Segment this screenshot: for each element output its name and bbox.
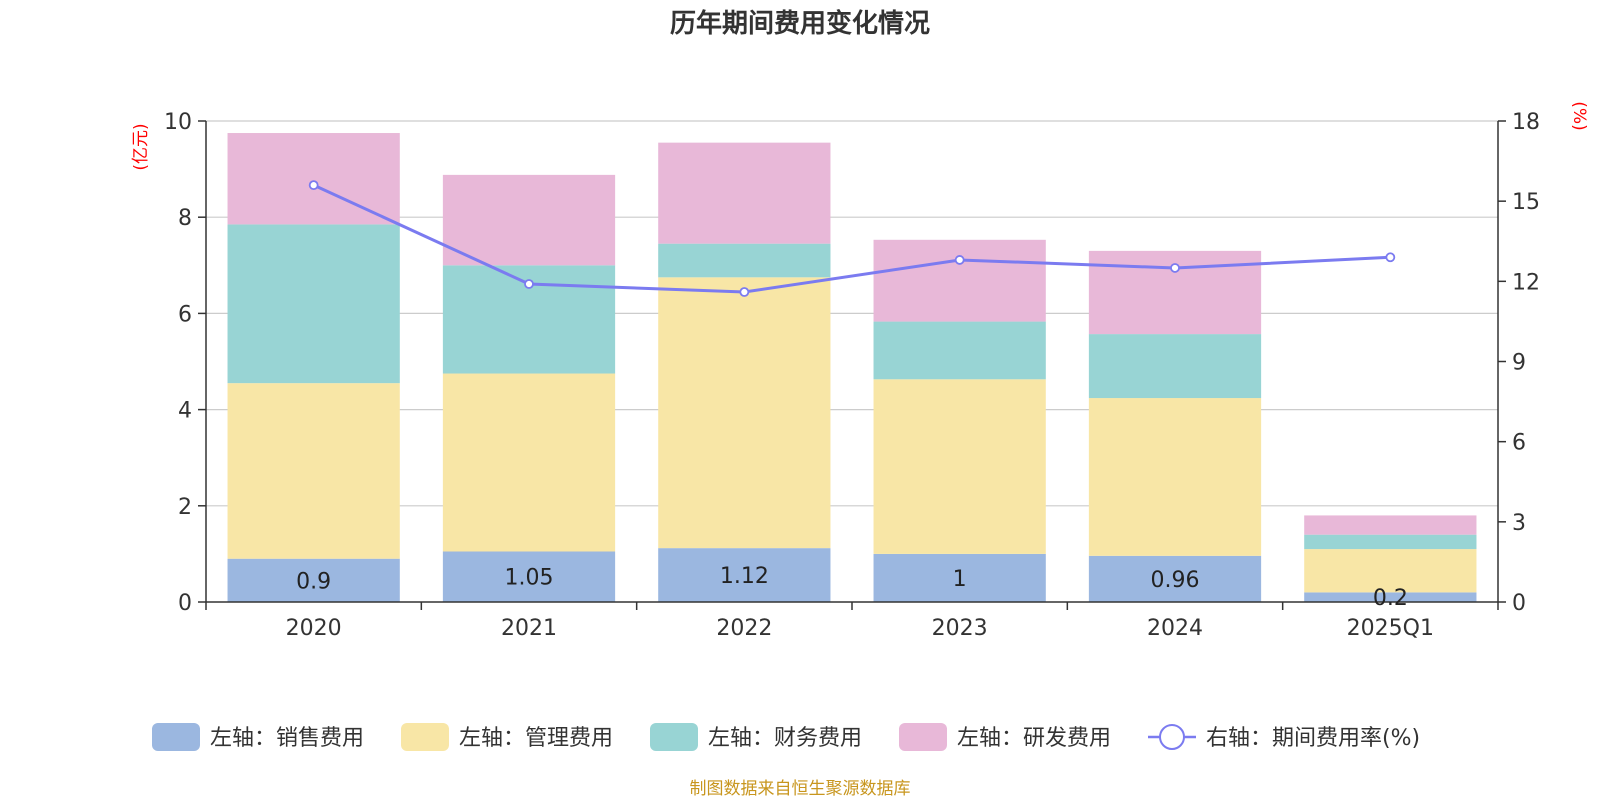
legend-swatch	[152, 723, 200, 751]
bar-segment	[873, 239, 1046, 322]
legend-label: 左轴：研发费用	[957, 726, 1111, 751]
legend-label: 左轴：管理费用	[459, 726, 613, 751]
bar-segment	[658, 142, 831, 244]
bar-data-label: 1	[953, 567, 967, 592]
left-axis-tick-label: 8	[178, 206, 192, 231]
rate-line	[308, 180, 1396, 297]
legend-label: 右轴：期间费用率(%)	[1206, 726, 1420, 751]
bar-segment	[1304, 534, 1477, 550]
bar-segment	[442, 551, 616, 602]
rate-line-path	[313, 183, 1391, 294]
axes: 0 2 4 6 8 10 0 3 6 9 12 15 18 2020 2021 2022 2023 2024 202…	[164, 110, 1540, 641]
rate-line-point	[954, 255, 965, 265]
x-axis-tick-label: 2021	[501, 616, 557, 641]
bar-segment	[873, 553, 1046, 602]
data-labels: 0.9 1.05 1.12 1 0.96 0.2	[296, 564, 1408, 611]
bar-segment	[1304, 549, 1477, 593]
right-axis-tick-label: 9	[1512, 351, 1526, 376]
right-axis-unit: (%)	[1569, 101, 1589, 130]
legend: 左轴：销售费用 左轴：管理费用 左轴：财务费用 左轴：研发费用 右轴：期间费用率(%)	[152, 723, 1420, 751]
legend-swatch	[401, 723, 449, 751]
right-axis-tick-label: 15	[1512, 190, 1540, 215]
bar-data-label: 0.2	[1373, 586, 1408, 611]
right-axis-tick-label: 12	[1512, 270, 1540, 295]
bar-segment	[873, 321, 1046, 380]
x-axis-tick-label: 2023	[932, 616, 988, 641]
left-axis-tick-label: 10	[164, 110, 192, 135]
bar-segment	[1088, 555, 1262, 602]
bar-data-label: 1.05	[505, 566, 554, 591]
right-axis-tick-label: 3	[1512, 511, 1526, 536]
legend-label: 左轴：销售费用	[210, 726, 364, 751]
x-axis-tick-label: 2024	[1147, 616, 1203, 641]
bar-segment	[658, 548, 831, 602]
bar-segment	[227, 133, 400, 225]
legend-item: 左轴：财务费用	[650, 723, 862, 751]
chart-title: 历年期间费用变化情况	[670, 8, 930, 39]
bar-segment	[873, 379, 1046, 554]
legend-item: 左轴：研发费用	[899, 723, 1111, 751]
left-axis-tick-label: 6	[178, 302, 192, 327]
bar-segment	[1304, 515, 1477, 535]
legend-item: 左轴：销售费用	[152, 723, 364, 751]
x-axis-tick-label: 2020	[286, 616, 342, 641]
bar-segment	[658, 277, 831, 549]
bar-data-label: 0.9	[296, 569, 331, 594]
bars	[227, 133, 1477, 602]
rate-line-point	[1170, 263, 1180, 273]
left-axis-tick-label: 4	[178, 399, 192, 424]
rate-line-point	[739, 287, 750, 297]
bar-segment	[227, 383, 400, 559]
legend-label: 左轴：财务费用	[708, 726, 862, 751]
legend-item: 左轴：管理费用	[401, 723, 613, 751]
left-axis-tick-label: 2	[178, 495, 192, 520]
x-axis-tick-label: 2025Q1	[1347, 616, 1434, 641]
bar-segment	[658, 243, 831, 278]
bar-segment	[1088, 398, 1262, 556]
bar-segment	[442, 373, 616, 552]
legend-item: 右轴：期间费用率(%)	[1148, 724, 1420, 751]
legend-marker	[1159, 724, 1185, 750]
bar-segment	[442, 174, 616, 266]
bar-data-label: 1.12	[720, 564, 769, 589]
right-axis-tick-label: 6	[1512, 431, 1526, 456]
bar-segment	[227, 558, 400, 602]
left-axis-unit: (亿元)	[131, 123, 151, 170]
bar-segment	[1088, 334, 1262, 399]
legend-swatch	[650, 723, 698, 751]
legend-swatch	[899, 723, 947, 751]
rate-line-point	[1385, 252, 1396, 263]
bar-segment	[1304, 592, 1477, 602]
left-axis-tick-label: 0	[178, 591, 192, 616]
x-axis-tick-label: 2022	[716, 616, 772, 641]
right-axis-tick-label: 18	[1512, 110, 1540, 135]
rate-line-point	[524, 279, 534, 289]
right-axis-tick-label: 0	[1512, 591, 1526, 616]
rate-line-point	[308, 180, 319, 191]
bar-segment	[227, 224, 400, 384]
gridlines	[206, 120, 1498, 507]
bar-data-label: 0.96	[1151, 568, 1200, 593]
source-note: 制图数据来自恒生聚源数据库	[690, 779, 911, 799]
